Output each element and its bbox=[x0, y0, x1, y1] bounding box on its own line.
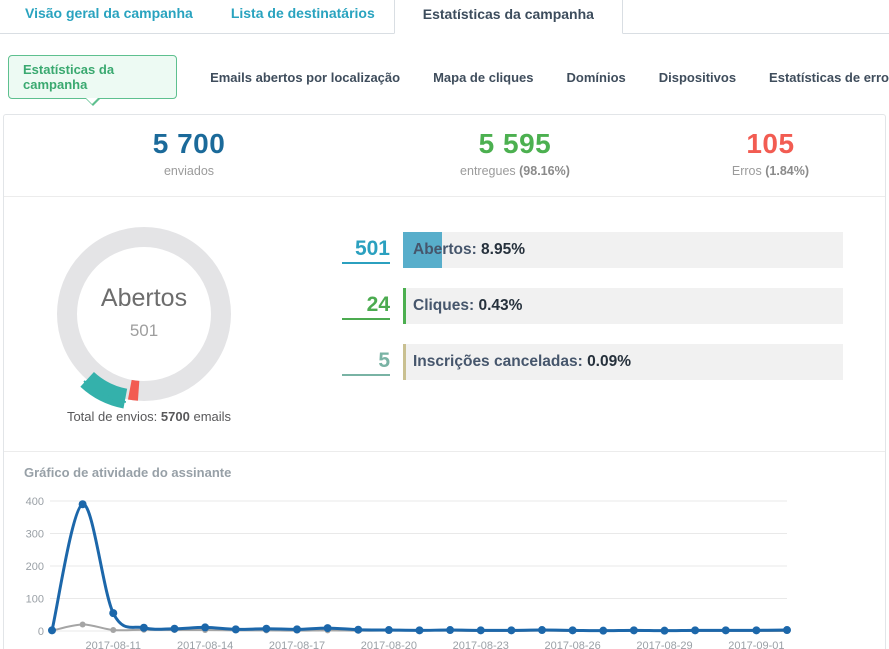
unsubscribes-pct: 0.09% bbox=[587, 353, 632, 370]
opens-pct: 8.95% bbox=[481, 241, 525, 258]
svg-text:2017-08-23: 2017-08-23 bbox=[453, 640, 509, 649]
clicks-pct: 0.43% bbox=[478, 297, 523, 314]
overview-section: Abertos 501 Total de envios: 5700 emails… bbox=[4, 197, 885, 452]
summary-sent: 5 700 enviados bbox=[4, 128, 374, 178]
unsubscribes-bar: Inscrições canceladas: 0.09% bbox=[403, 344, 843, 380]
activity-chart-section: Gráfico de atividade do assinante 0 100 20… bbox=[4, 452, 885, 649]
clicks-bar-fill bbox=[403, 288, 406, 324]
subtab-domains[interactable]: Domínios bbox=[566, 69, 626, 85]
unsubscribes-count-link[interactable]: 5 bbox=[342, 349, 390, 376]
clicks-count-link[interactable]: 24 bbox=[342, 293, 390, 320]
line-chart-svg: 0 100 200 300 400 2017-08-11 2017-08-14 2017-08… bbox=[26, 496, 791, 649]
metric-row-clicks: 24 Cliques: 0.43% bbox=[342, 288, 843, 324]
summary-row: 5 700 enviados 5 595 entregues (98.16%) … bbox=[4, 115, 885, 197]
svg-text:2017-08-17: 2017-08-17 bbox=[269, 640, 325, 649]
metric-row-unsubscribes: 5 Inscrições canceladas: 0.09% bbox=[342, 344, 843, 380]
donut-svg bbox=[57, 227, 231, 409]
statistics-panel: 5 700 enviados 5 595 entregues (98.16%) … bbox=[3, 114, 886, 649]
clicks-bar: Cliques: 0.43% bbox=[403, 288, 843, 324]
opens-label: Abertos: bbox=[413, 241, 477, 258]
svg-text:300: 300 bbox=[26, 529, 44, 541]
chart-title: Gráfico de atividade do assinante bbox=[24, 465, 232, 480]
subtab-campaign-statistics[interactable]: Estatísticas da campanha bbox=[8, 55, 178, 106]
errors-label: Erros (1.84%) bbox=[731, 164, 810, 178]
delivered-count: 5 595 bbox=[478, 128, 552, 159]
sent-label: enviados bbox=[163, 164, 215, 178]
active-subtab-caret-fill bbox=[86, 98, 99, 104]
tab-recipient-list[interactable]: Lista de destinatários bbox=[230, 5, 375, 21]
tab-campaign-overview[interactable]: Visão geral da campanha bbox=[25, 5, 193, 21]
opens-count-link[interactable]: 501 bbox=[342, 237, 390, 264]
metrics-list: 501 Abertos: 8.95% 24 Cliques: 0.43% 5 I… bbox=[342, 232, 843, 400]
subtab-error-statistics[interactable]: Estatísticas de erro bbox=[769, 69, 889, 85]
total-sent-text: Total de envios: 5700 emails bbox=[66, 409, 232, 424]
unsubscribes-label: Inscrições canceladas: bbox=[413, 353, 583, 370]
subtab-devices[interactable]: Dispositivos bbox=[658, 69, 737, 85]
subtab-label: Estatísticas da campanha bbox=[23, 62, 115, 92]
summary-delivered: 5 595 entregues (98.16%) bbox=[374, 128, 656, 178]
subtab-opens-by-location[interactable]: Emails abertos por localização bbox=[210, 69, 401, 85]
svg-text:200: 200 bbox=[26, 561, 44, 573]
sub-tab-bar: Estatísticas da campanha Emails abertos … bbox=[8, 55, 889, 106]
clicks-label: Cliques: bbox=[413, 297, 475, 314]
opens-bar: Abertos: 8.95% bbox=[403, 232, 843, 268]
svg-text:2017-08-26: 2017-08-26 bbox=[544, 640, 600, 649]
svg-text:2017-08-11: 2017-08-11 bbox=[86, 640, 141, 649]
svg-text:2017-08-14: 2017-08-14 bbox=[177, 640, 233, 649]
svg-text:400: 400 bbox=[26, 496, 44, 508]
summary-errors: 105 Erros (1.84%) bbox=[656, 128, 885, 178]
svg-text:100: 100 bbox=[26, 594, 44, 606]
svg-text:0: 0 bbox=[38, 626, 44, 638]
unsubscribes-bar-fill bbox=[403, 344, 406, 380]
svg-text:2017-08-29: 2017-08-29 bbox=[636, 640, 692, 649]
subtab-click-map[interactable]: Mapa de cliques bbox=[433, 69, 534, 85]
sent-count: 5 700 bbox=[152, 128, 226, 159]
opens-donut-chart: Abertos 501 bbox=[39, 209, 249, 424]
metric-row-opens: 501 Abertos: 8.95% bbox=[342, 232, 843, 268]
delivered-label: entregues (98.16%) bbox=[460, 164, 570, 178]
tab-campaign-statistics[interactable]: Estatísticas da campanha bbox=[393, 0, 623, 34]
svg-text:2017-08-20: 2017-08-20 bbox=[361, 640, 417, 649]
errors-count: 105 bbox=[746, 128, 795, 159]
opens-bar-fill bbox=[403, 232, 443, 268]
activity-line-chart: 0 100 200 300 400 2017-08-11 2017-08-14 2017-08… bbox=[4, 489, 885, 649]
svg-text:2017-09-01: 2017-09-01 bbox=[728, 640, 784, 649]
main-tab-bar: Visão geral da campanha Lista de destina… bbox=[0, 0, 889, 34]
